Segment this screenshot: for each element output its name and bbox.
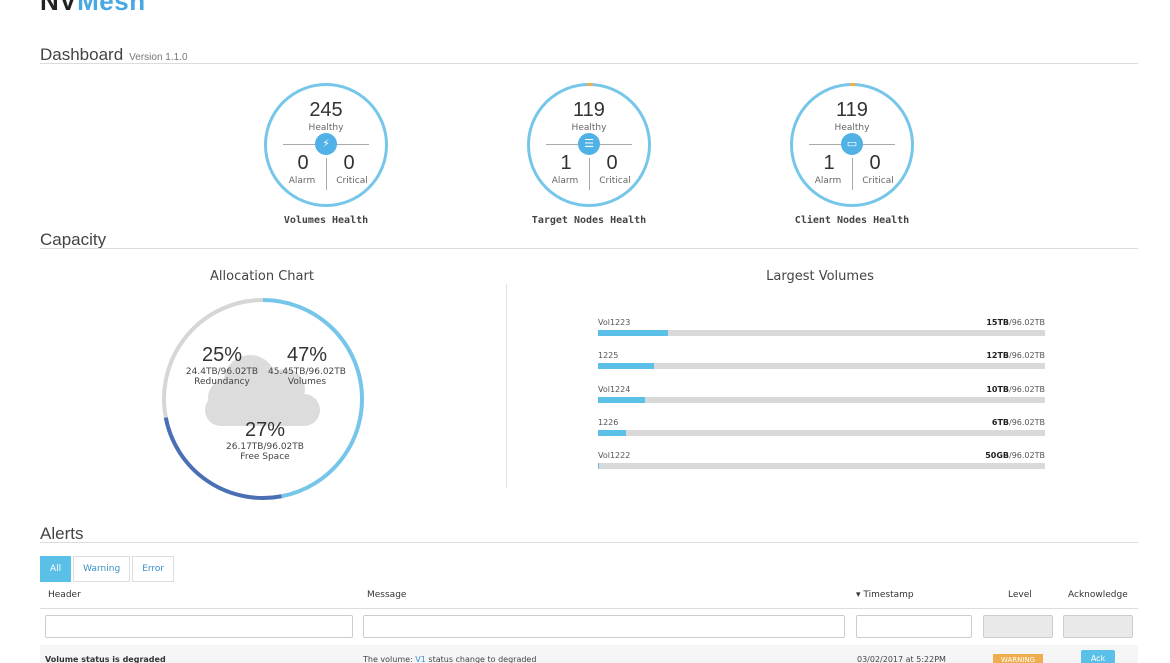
volume-usage-bar bbox=[598, 430, 1045, 436]
alerts-title: Alerts bbox=[40, 524, 84, 543]
column-header-timestamp[interactable]: ▾ Timestamp bbox=[856, 590, 914, 600]
version-label: Version 1.1.0 bbox=[129, 52, 188, 63]
volume-usage-bar bbox=[598, 363, 1045, 369]
healthy-count: 119 bbox=[573, 99, 605, 121]
redundancy-label: 25% 24.4TB/96.02TB Redundancy bbox=[185, 344, 259, 387]
monitor-icon: ▭ bbox=[841, 133, 863, 155]
divider bbox=[40, 608, 1138, 609]
filter-error-button[interactable]: Error bbox=[132, 556, 175, 582]
volume-name: Vol1222 bbox=[598, 451, 631, 460]
volume-row: 1225 12TB/96.02TB bbox=[598, 351, 1045, 369]
alarm-count: 1 bbox=[823, 152, 835, 174]
filter-all-button[interactable]: All bbox=[40, 556, 72, 582]
alarm-count: 0 bbox=[297, 152, 309, 174]
level-filter-input[interactable] bbox=[983, 615, 1053, 638]
divider bbox=[40, 542, 1138, 543]
critical-count: 0 bbox=[343, 152, 355, 174]
volume-name: 1226 bbox=[598, 418, 619, 427]
alert-timestamp-cell: 03/02/2017 at 5:22PM bbox=[857, 655, 946, 663]
free-space-arc bbox=[162, 298, 264, 418]
critical-label: Critical bbox=[862, 176, 894, 186]
warning-badge: WARNING bbox=[993, 654, 1043, 663]
volumes-arc bbox=[262, 298, 364, 499]
health-caption: Target Nodes Health bbox=[531, 215, 647, 226]
health-caption: Client Nodes Health bbox=[794, 215, 910, 226]
health-ring: 245 Healthy ⚡ 0 0 Alarm Critical bbox=[264, 83, 388, 207]
volume-size: 10TB/96.02TB bbox=[986, 385, 1045, 394]
divider bbox=[40, 63, 1138, 64]
free-space-label: 27% 26.17TB/96.02TB Free Space bbox=[226, 419, 304, 462]
critical-label: Critical bbox=[599, 176, 631, 186]
volume-link[interactable]: V1 bbox=[415, 655, 426, 663]
divider bbox=[506, 284, 507, 488]
volume-size: 6TB/96.02TB bbox=[991, 418, 1045, 427]
volume-usage-fill bbox=[598, 463, 600, 469]
timestamp-filter-input[interactable] bbox=[856, 615, 972, 638]
volume-row: 1226 6TB/96.02TB bbox=[598, 418, 1045, 436]
volume-size: 50GB/96.02TB bbox=[985, 451, 1045, 460]
allocation-donut-chart bbox=[162, 298, 364, 500]
column-header-level[interactable]: Level bbox=[1008, 590, 1032, 600]
volume-size: 15TB/96.02TB bbox=[986, 318, 1045, 327]
alarm-indicator bbox=[587, 83, 593, 86]
table-row bbox=[40, 645, 1138, 663]
healthy-label: Healthy bbox=[308, 123, 344, 133]
critical-count: 0 bbox=[869, 152, 881, 174]
volumes-health-widget[interactable]: 245 Healthy ⚡ 0 0 Alarm Critical Volumes… bbox=[231, 83, 421, 226]
message-filter-input[interactable] bbox=[363, 615, 845, 638]
alarm-label: Alarm bbox=[814, 176, 842, 186]
volumes-label: 47% 45.45TB/96.02TB Volumes bbox=[268, 344, 346, 387]
volume-name: 1225 bbox=[598, 351, 619, 360]
health-caption: Volumes Health bbox=[283, 215, 369, 226]
health-ring: 119 Healthy ☰ 1 0 Alarm Critical bbox=[527, 83, 651, 207]
healthy-count: 245 bbox=[309, 99, 343, 121]
acknowledge-filter-input[interactable] bbox=[1063, 615, 1133, 638]
allocation-chart-title: Allocation Chart bbox=[210, 269, 314, 284]
volume-usage-fill bbox=[598, 363, 654, 369]
bolt-icon: ⚡ bbox=[315, 133, 337, 155]
volume-name: Vol1223 bbox=[598, 318, 631, 327]
divider bbox=[40, 248, 1138, 249]
volume-usage-bar bbox=[598, 330, 1045, 336]
alarm-indicator bbox=[850, 83, 856, 86]
volume-row: Vol1222 50GB/96.02TB bbox=[598, 451, 1045, 469]
column-header-acknowledge[interactable]: Acknowledge bbox=[1068, 590, 1128, 600]
volume-name: Vol1224 bbox=[598, 385, 631, 394]
filter-warning-button[interactable]: Warning bbox=[73, 556, 131, 582]
healthy-label: Healthy bbox=[834, 123, 870, 133]
dashboard-title: Dashboard Version 1.1.0 bbox=[40, 45, 188, 64]
capacity-title: Capacity bbox=[40, 230, 107, 249]
column-header-header[interactable]: Header bbox=[48, 590, 81, 600]
critical-label: Critical bbox=[336, 176, 368, 186]
alert-filter-tabs: All Warning Error bbox=[40, 556, 176, 582]
critical-count: 0 bbox=[606, 152, 618, 174]
target-nodes-health-widget[interactable]: 119 Healthy ☰ 1 0 Alarm Critical Target … bbox=[494, 83, 684, 226]
alarm-label: Alarm bbox=[288, 176, 316, 186]
volume-size: 12TB/96.02TB bbox=[986, 351, 1045, 360]
ack-button[interactable]: Ack bbox=[1081, 650, 1115, 663]
volume-usage-fill bbox=[598, 397, 645, 403]
alert-header-cell: Volume status is degraded bbox=[45, 655, 166, 663]
largest-volumes-title: Largest Volumes bbox=[766, 269, 874, 284]
app-logo: NVMesh bbox=[40, 0, 146, 16]
healthy-count: 119 bbox=[836, 99, 868, 121]
volume-usage-bar bbox=[598, 397, 1045, 403]
alarm-count: 1 bbox=[560, 152, 572, 174]
volume-usage-fill bbox=[598, 430, 626, 436]
volume-row: Vol1223 15TB/96.02TB bbox=[598, 318, 1045, 336]
volume-usage-bar bbox=[598, 463, 1045, 469]
redundancy-arc bbox=[163, 417, 282, 500]
client-nodes-health-widget[interactable]: 119 Healthy ▭ 1 0 Alarm Critical Client … bbox=[757, 83, 947, 226]
server-icon: ☰ bbox=[578, 133, 600, 155]
header-filter-input[interactable] bbox=[45, 615, 353, 638]
healthy-label: Healthy bbox=[571, 123, 607, 133]
column-header-message[interactable]: Message bbox=[367, 590, 407, 600]
volume-usage-fill bbox=[598, 330, 668, 336]
alert-message-cell: The volume: V1 status change to degraded bbox=[363, 655, 537, 663]
health-ring: 119 Healthy ▭ 1 0 Alarm Critical bbox=[790, 83, 914, 207]
alarm-label: Alarm bbox=[551, 176, 579, 186]
cloud-icon bbox=[205, 355, 320, 426]
volume-row: Vol1224 10TB/96.02TB bbox=[598, 385, 1045, 403]
